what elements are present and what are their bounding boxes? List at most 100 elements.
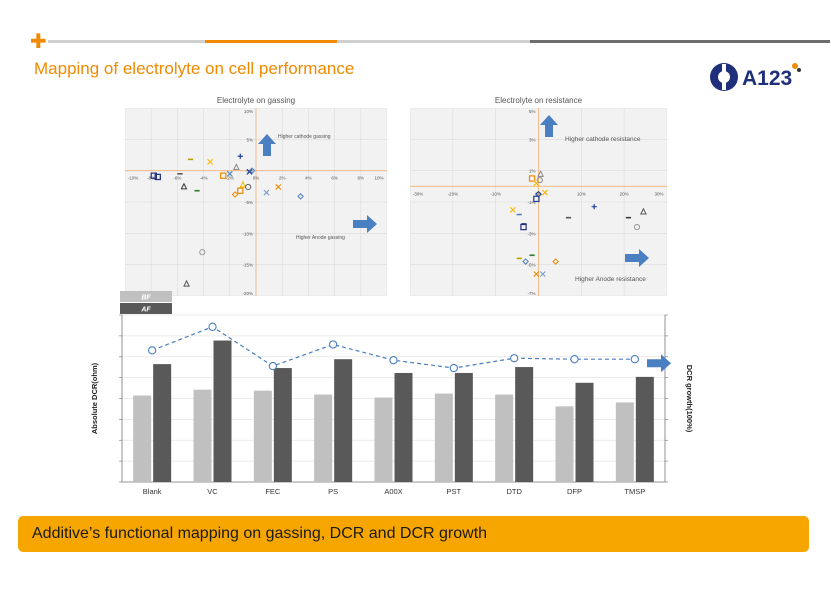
data-point: [533, 195, 540, 203]
data-point: [552, 258, 559, 265]
bar-bf: [555, 406, 574, 482]
data-point: [275, 183, 282, 190]
bar-bf: [434, 393, 453, 482]
chart2-title: Electrolyte on resistance: [494, 96, 583, 105]
bar-bf: [615, 402, 634, 482]
data-point: [231, 191, 239, 198]
x-tick-label: 2%: [279, 176, 286, 181]
x-tick-label: 20%: [620, 191, 629, 196]
line-point: [570, 355, 579, 364]
bar-af: [273, 368, 292, 482]
bar-af: [153, 364, 172, 482]
y-tick-label: -5%: [527, 263, 535, 268]
x-tick-label: -30%: [413, 191, 424, 196]
line-point: [630, 355, 639, 364]
logo-text: A123: [742, 67, 792, 90]
legend-label: AF: [140, 307, 151, 314]
category-label: PS: [328, 487, 338, 496]
y-tick-label: 5%: [529, 109, 536, 114]
up-arrow-icon: [258, 134, 276, 156]
line-point: [148, 346, 157, 355]
x-tick-label: -4%: [200, 176, 208, 181]
slide-title: Mapping of electrolyte on cell performan…: [34, 59, 355, 78]
x-tick-label: 4%: [305, 176, 312, 181]
y-tick-label: -15%: [242, 263, 253, 268]
category-label: PST: [447, 487, 462, 496]
annotation-cathode: Higher cathode resistance: [565, 136, 641, 143]
bar-af: [635, 376, 654, 482]
annotation-anode: Higher Anode gassing: [296, 235, 345, 241]
data-point: [522, 258, 529, 265]
legend-swatch: [120, 303, 172, 314]
data-point: [536, 176, 543, 184]
legend-label: BF: [141, 295, 151, 302]
data-point: [246, 168, 253, 175]
x-tick-label: 8%: [358, 176, 365, 181]
y-tick-label: -5%: [245, 200, 253, 205]
banner-text: Additive’s functional mapping on gassing…: [32, 525, 488, 542]
x-tick-label: 30%: [654, 191, 663, 196]
bar-bf: [374, 397, 393, 482]
y-tick-label: 1%: [529, 169, 536, 174]
data-point: [239, 180, 247, 188]
category-label: TMSP: [624, 487, 645, 496]
x-tick-label: -10%: [128, 176, 139, 181]
data-point: [232, 163, 240, 171]
x-tick-label: -6%: [173, 176, 181, 181]
y-tick-label: 10%: [244, 109, 253, 114]
line-point: [510, 354, 519, 363]
line-point: [389, 356, 398, 365]
dcr-bar-chart: Blank VC FEC PS A00X PST DTD DFP TMSP BF AF Absolut…: [90, 291, 694, 496]
legend-swatch: [120, 291, 172, 302]
bar-bf: [193, 389, 212, 482]
chart1-title: Electrolyte on gassing: [216, 96, 296, 105]
line-point: [268, 361, 277, 371]
data-point: [640, 207, 647, 215]
data-point: [237, 187, 244, 194]
x-tick-label: 0%: [535, 191, 542, 196]
data-point: [150, 172, 158, 179]
annotation-anode: Higher Anode resistance: [575, 276, 646, 283]
y-axis-label: Absolute DCR(ohm): [90, 362, 99, 434]
bar-bf: [253, 390, 272, 482]
bar-af: [334, 359, 353, 482]
x-tick-label: -2%: [226, 176, 234, 181]
category-label: VC: [207, 487, 218, 496]
bar-af: [515, 367, 534, 482]
data-point: [537, 170, 545, 177]
x-tick-label: 0%: [253, 176, 260, 181]
up-arrow-icon: [540, 115, 558, 137]
data-point: [220, 172, 227, 179]
category-label: DFP: [567, 487, 582, 496]
data-point: [528, 175, 536, 182]
bar-bf: [133, 395, 152, 482]
data-point: [533, 180, 540, 187]
data-point: [263, 189, 270, 196]
a123-logo: A123: [709, 58, 809, 96]
data-point: [207, 158, 214, 165]
data-point: [533, 271, 540, 278]
y-tick-label: -7%: [527, 291, 535, 296]
bar-bf: [314, 394, 333, 482]
y-tick-label: -1%: [527, 200, 535, 205]
y-tick-label: -20%: [242, 291, 253, 296]
bar-af: [394, 372, 413, 482]
bar-af: [213, 340, 232, 482]
y2-axis-label: DCR growth(100%): [685, 365, 694, 433]
data-point: [541, 189, 548, 196]
x-tick-label: 6%: [331, 176, 338, 181]
x-tick-label: 10%: [374, 176, 383, 181]
data-point: [509, 206, 516, 213]
data-point: [633, 223, 641, 231]
data-point: [154, 173, 161, 181]
bar-af: [575, 382, 594, 482]
category-label: DTD: [506, 487, 522, 496]
bar-af: [454, 372, 473, 482]
data-point: [199, 249, 206, 256]
data-point: [237, 153, 243, 159]
category-label: FEC: [265, 487, 281, 496]
data-point: [297, 193, 304, 200]
x-tick-label: -10%: [490, 191, 501, 196]
data-point: [248, 167, 256, 174]
line-point: [208, 322, 217, 331]
